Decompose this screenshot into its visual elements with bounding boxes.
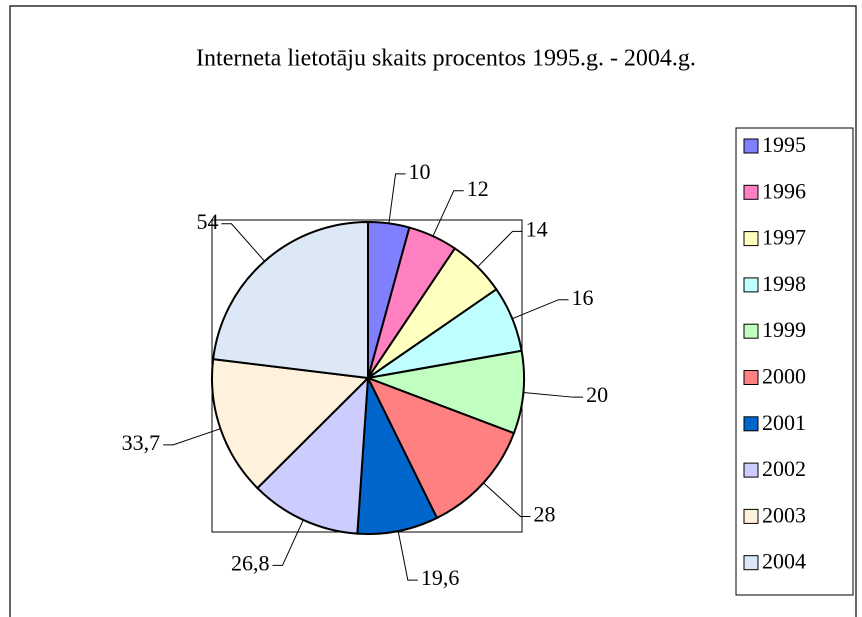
data-label: 26,8 bbox=[231, 550, 270, 575]
legend-swatch bbox=[743, 508, 759, 524]
data-label: 20 bbox=[586, 382, 608, 407]
data-label: 54 bbox=[196, 209, 218, 234]
leader-line bbox=[523, 392, 584, 398]
legend-label: 1995 bbox=[762, 132, 806, 157]
leader-line bbox=[512, 299, 569, 320]
legend-swatch bbox=[743, 323, 759, 339]
legend-swatch bbox=[743, 370, 759, 385]
legend-label: 2000 bbox=[762, 364, 806, 389]
legend-label: 2003 bbox=[762, 502, 806, 527]
legend-swatch bbox=[743, 138, 759, 154]
pie-slice bbox=[256, 375, 370, 535]
data-label: 12 bbox=[467, 176, 489, 201]
leader-line bbox=[483, 482, 531, 518]
legend-swatch bbox=[743, 184, 759, 200]
leader-line bbox=[163, 428, 221, 446]
pie-slice bbox=[212, 220, 369, 380]
legend-label: 2002 bbox=[762, 456, 806, 481]
data-label: 19,6 bbox=[421, 565, 460, 590]
legend-swatch bbox=[743, 555, 759, 571]
pie-slice bbox=[364, 349, 525, 435]
legend-label: 1998 bbox=[762, 271, 806, 296]
legend-label: 1999 bbox=[762, 317, 806, 342]
legend-label: 1996 bbox=[762, 178, 806, 203]
leader-line bbox=[432, 190, 464, 237]
pie-slice bbox=[211, 357, 371, 490]
chart-title: Interneta lietotāju skaits procentos 199… bbox=[196, 46, 696, 72]
legend-swatch bbox=[743, 277, 759, 293]
legend-label: 2004 bbox=[762, 549, 806, 574]
leader-line bbox=[272, 519, 304, 566]
legend-label: 1997 bbox=[762, 225, 806, 250]
legend-swatch bbox=[743, 416, 759, 432]
leader-line bbox=[477, 230, 523, 268]
leader-line bbox=[397, 530, 418, 581]
legend-swatch bbox=[743, 231, 759, 247]
data-label: 10 bbox=[409, 159, 431, 184]
data-label: 28 bbox=[533, 502, 555, 527]
data-label: 14 bbox=[526, 216, 548, 241]
data-label: 33,7 bbox=[122, 430, 161, 455]
legend-label: 2001 bbox=[762, 410, 806, 435]
leader-line bbox=[221, 223, 265, 262]
chart-frame bbox=[9, 5, 857, 617]
legend-swatch bbox=[743, 462, 759, 478]
data-label: 16 bbox=[572, 285, 594, 310]
leader-line bbox=[388, 173, 406, 224]
